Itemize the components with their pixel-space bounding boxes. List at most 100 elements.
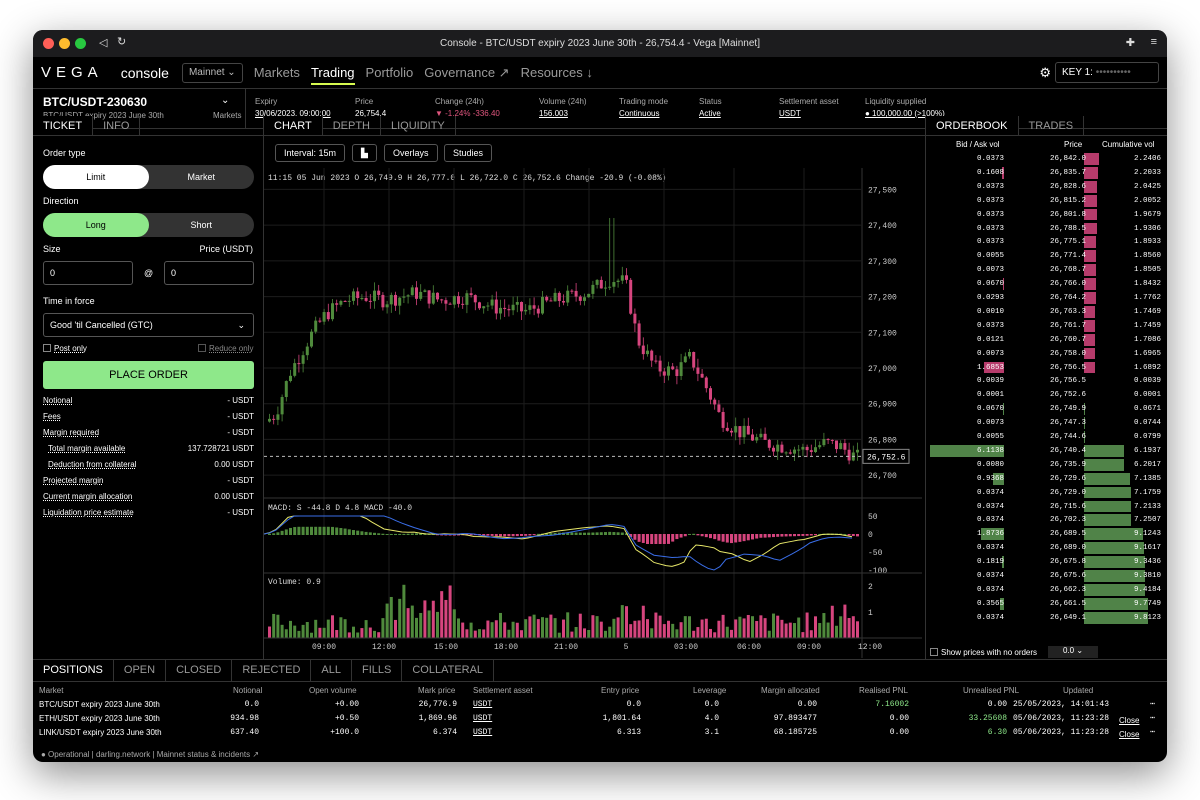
app-window: ◁ ↻ Console - BTC/USDT expiry 2023 June … [33,30,1167,762]
macd-bar [536,533,540,535]
macd-bar [494,534,498,537]
status-footer[interactable]: ● Operational | darling.network | Mainne… [41,750,260,759]
candle-body [835,440,838,450]
tab-fills[interactable]: FILLS [352,660,403,681]
size-input[interactable]: 0 [43,261,133,285]
chevron-down-icon: ⌄ [221,95,230,106]
close-position-link[interactable]: Close [1119,730,1140,739]
table-cell[interactable]: USDT [473,714,493,723]
close-position-link[interactable]: Close [1119,716,1140,725]
close-window-button[interactable] [43,38,54,49]
row-menu-icon[interactable]: ⋯ [1150,700,1155,709]
table-cell: 1,869.96 [418,714,457,723]
reload-icon[interactable]: ↻ [117,36,127,48]
volume-bar [528,616,532,638]
reduce-only-checkbox[interactable]: Reduce only [198,344,253,353]
candle-body [536,308,540,314]
orderbook-vol: 0.0293 [976,294,1004,302]
row-menu-icon[interactable]: ⋯ [1150,728,1155,737]
tab-ticket[interactable]: TICKET [33,116,94,135]
column-header[interactable]: Updated [1063,686,1094,695]
price-input[interactable]: 0 [164,261,254,285]
volume-bar [583,628,586,638]
tab-all[interactable]: ALL [311,660,352,681]
column-header[interactable]: Open volume [309,686,357,695]
nav-resources[interactable]: Resources ↓ [520,65,593,80]
tab-chart[interactable]: CHART [264,116,323,135]
cumulative-bar [1084,166,1099,179]
tab-info[interactable]: INFO [93,116,141,135]
tab-positions[interactable]: POSITIONS [33,660,114,681]
menu-icon[interactable]: ≡ [1150,36,1157,48]
row-menu-icon[interactable]: ⋯ [1150,714,1155,723]
tab-liquidity[interactable]: LIQUIDITY [381,116,456,135]
orderbook-cumvol: 2.2406 [1133,155,1161,163]
extension-icon[interactable]: ✚ [1125,37,1135,49]
overlays-button[interactable]: Overlays [384,144,438,162]
short-option[interactable]: Short [190,220,212,230]
candle-body [830,439,834,441]
column-header[interactable]: Notional [233,686,263,695]
volume-bar [427,610,431,638]
orderbook-cumvol: 7.2507 [1133,516,1161,525]
long-option[interactable]: Long [43,213,149,237]
grouping-select[interactable]: 0.0 ⌄ [1048,646,1098,658]
table-cell: 6.313 [616,728,641,737]
wallet-key-button[interactable]: KEY 1: •••••••••• [1055,62,1159,83]
volume-bar [377,632,381,638]
tab-depth[interactable]: DEPTH [323,116,381,135]
markets-link[interactable]: Markets [213,111,242,120]
post-only-checkbox[interactable]: Post only [43,344,87,353]
network-select[interactable]: Mainnet ⌄ [181,62,243,83]
column-header[interactable]: Market [39,686,64,695]
settings-gear-icon[interactable]: ⚙ [1039,65,1051,80]
table-cell[interactable]: USDT [473,728,493,737]
market-selector[interactable]: BTC/USDT-230630 BTC/USDT expiry 2023 Jun… [43,95,241,120]
tab-trades[interactable]: TRADES [1019,116,1085,135]
table-cell[interactable]: USDT [473,700,493,709]
tab-open[interactable]: OPEN [114,660,167,681]
tab-collateral[interactable]: COLLATERAL [402,660,495,681]
column-header[interactable]: Realised PNL [859,686,908,695]
candle-body [633,313,637,324]
macd-bar [797,534,801,537]
interval-button[interactable]: Interval: 15m [275,144,346,162]
volume-bar [654,612,658,638]
volume-bar [335,630,339,638]
column-header[interactable]: Unrealised PNL [963,686,1020,695]
volume-bar [419,612,423,638]
column-header[interactable]: Mark price [418,686,456,695]
tab-closed[interactable]: CLOSED [166,660,233,681]
candle-body [335,303,339,305]
volume-bar [410,605,414,638]
back-icon[interactable]: ◁ [99,37,108,49]
column-header[interactable]: Entry price [601,686,640,695]
column-header[interactable]: Leverage [693,686,727,695]
studies-button[interactable]: Studies [444,144,493,162]
tab-orderbook[interactable]: ORDERBOOK [926,116,1019,135]
minimize-window-button[interactable] [59,38,70,49]
liquidation-price-row: Liquidation price estimate - USDT [43,508,254,517]
chart-type-icon[interactable]: ▙ [352,144,377,162]
candle-body [352,291,355,301]
limit-option[interactable]: Limit [43,165,149,189]
maximize-window-button[interactable] [75,38,86,49]
nav-portfolio[interactable]: Portfolio [365,65,414,80]
macd-bar [305,526,309,535]
nav-trading[interactable]: Trading [310,65,355,85]
nav-markets[interactable]: Markets [253,65,300,80]
volume-bar [448,585,452,638]
orderbook-cumvol: 9.7749 [1133,599,1161,608]
nav-governance[interactable]: Governance ↗ [424,64,510,80]
column-header[interactable]: Margin allocated [761,686,820,695]
tif-select[interactable]: Good 'til Cancelled (GTC) ⌄ [43,313,254,337]
place-order-button[interactable]: PLACE ORDER [43,361,254,389]
volume-bar [805,612,809,638]
volume-bar [688,616,691,638]
show-no-orders-checkbox[interactable]: Show prices with no orders [930,648,1037,657]
tab-rejected[interactable]: REJECTED [232,660,312,681]
column-header[interactable]: Settlement asset [473,686,533,695]
price-chart[interactable]: 11:15 05 Jun 2023 O 26,749.9 H 26,777.0 … [264,168,925,658]
macd-line [264,515,853,571]
market-option[interactable]: Market [187,172,215,182]
